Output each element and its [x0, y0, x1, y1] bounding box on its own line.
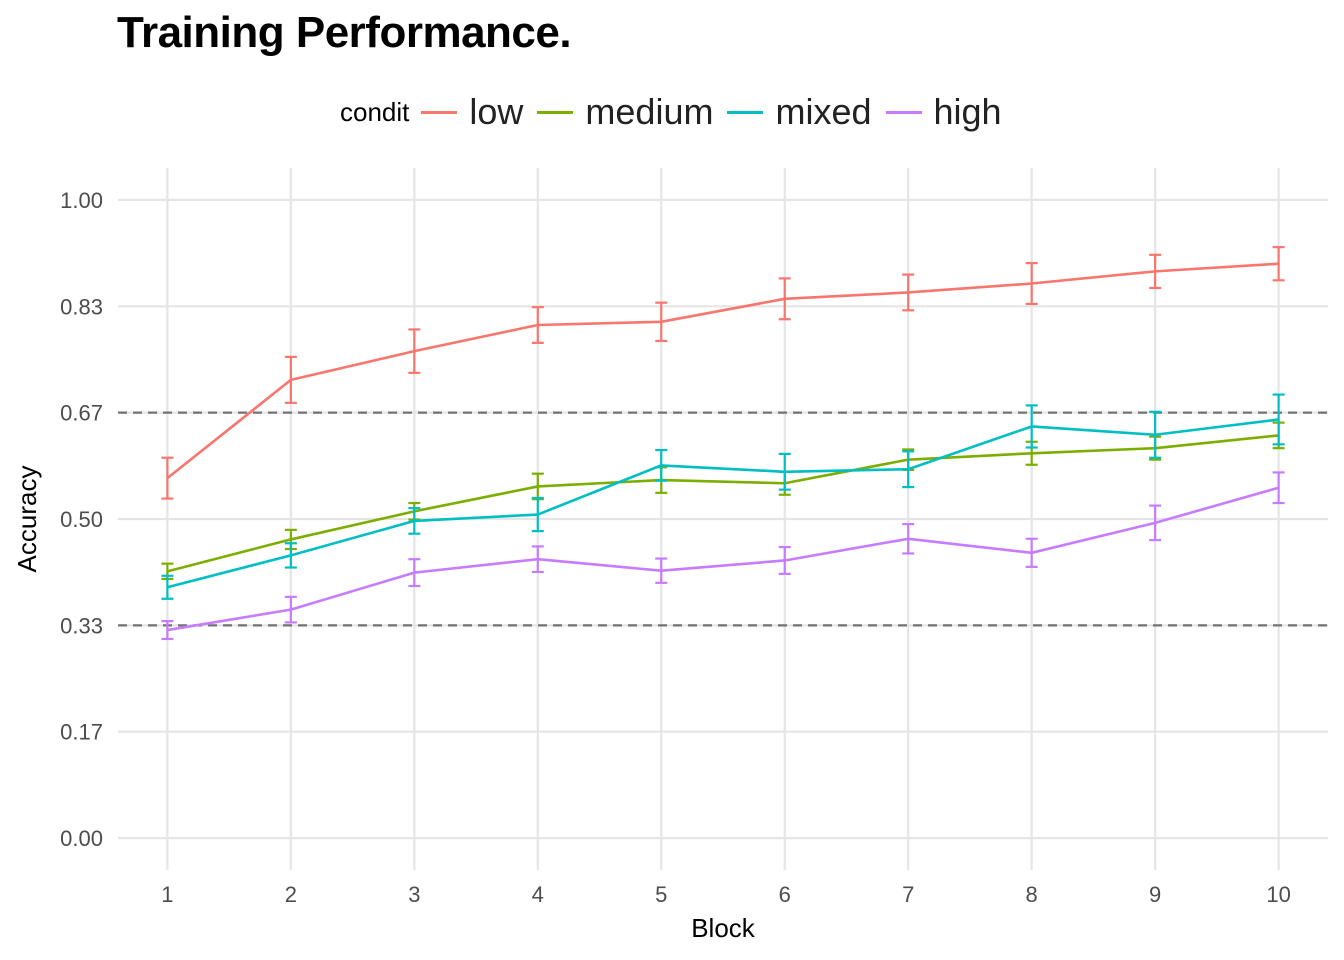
- legend-entry-high: high: [885, 91, 1002, 133]
- series-line-high: [167, 486, 1279, 632]
- x-tick-label: 8: [1026, 882, 1038, 907]
- series-mixed: [161, 393, 1285, 600]
- legend-title: condit: [340, 96, 410, 127]
- x-tick-label: 10: [1266, 882, 1290, 907]
- legend-swatch-medium: [537, 110, 574, 114]
- x-tick-label: 6: [779, 882, 791, 907]
- series-line-low: [166, 262, 1279, 480]
- legend-swatch-low: [421, 110, 458, 114]
- x-tick-label: 5: [655, 882, 667, 907]
- legend-label-medium: medium: [585, 91, 714, 132]
- chart-title: Training Performance.: [117, 8, 572, 57]
- series-line-medium: [167, 434, 1279, 573]
- y-tick-label: 0.17: [60, 720, 103, 745]
- x-tick-label: 9: [1149, 882, 1161, 907]
- series-low: [161, 246, 1285, 500]
- legend-label-mixed: mixed: [775, 91, 872, 132]
- x-axis-title: Block: [691, 913, 756, 943]
- y-tick-label: 0.00: [60, 826, 103, 851]
- legend-swatch-mixed: [727, 110, 764, 114]
- legend-entry-medium: medium: [537, 91, 713, 133]
- y-tick-label: 0.83: [60, 294, 103, 319]
- y-axis-title: Accuracy: [12, 466, 42, 573]
- series-line-mixed: [167, 418, 1279, 589]
- y-tick-label: 0.50: [60, 507, 103, 532]
- legend-label-low: low: [469, 91, 524, 132]
- x-tick-label: 3: [408, 882, 420, 907]
- x-tick-label: 2: [285, 882, 297, 907]
- y-tick-label: 0.33: [60, 613, 103, 638]
- legend-entry-low: low: [421, 91, 523, 133]
- y-tick-label: 0.67: [60, 401, 103, 426]
- legend-entry-mixed: mixed: [727, 91, 872, 133]
- x-tick-label: 1: [161, 882, 173, 907]
- legend: condit low medium mixed high: [340, 88, 1016, 136]
- legend-swatch-high: [885, 110, 922, 114]
- legend-label-high: high: [933, 91, 1002, 132]
- x-tick-label: 7: [902, 882, 914, 907]
- series-high: [161, 471, 1285, 641]
- y-tick-label: 1.00: [60, 188, 103, 213]
- series-medium: [161, 421, 1285, 581]
- x-tick-label: 4: [532, 882, 544, 907]
